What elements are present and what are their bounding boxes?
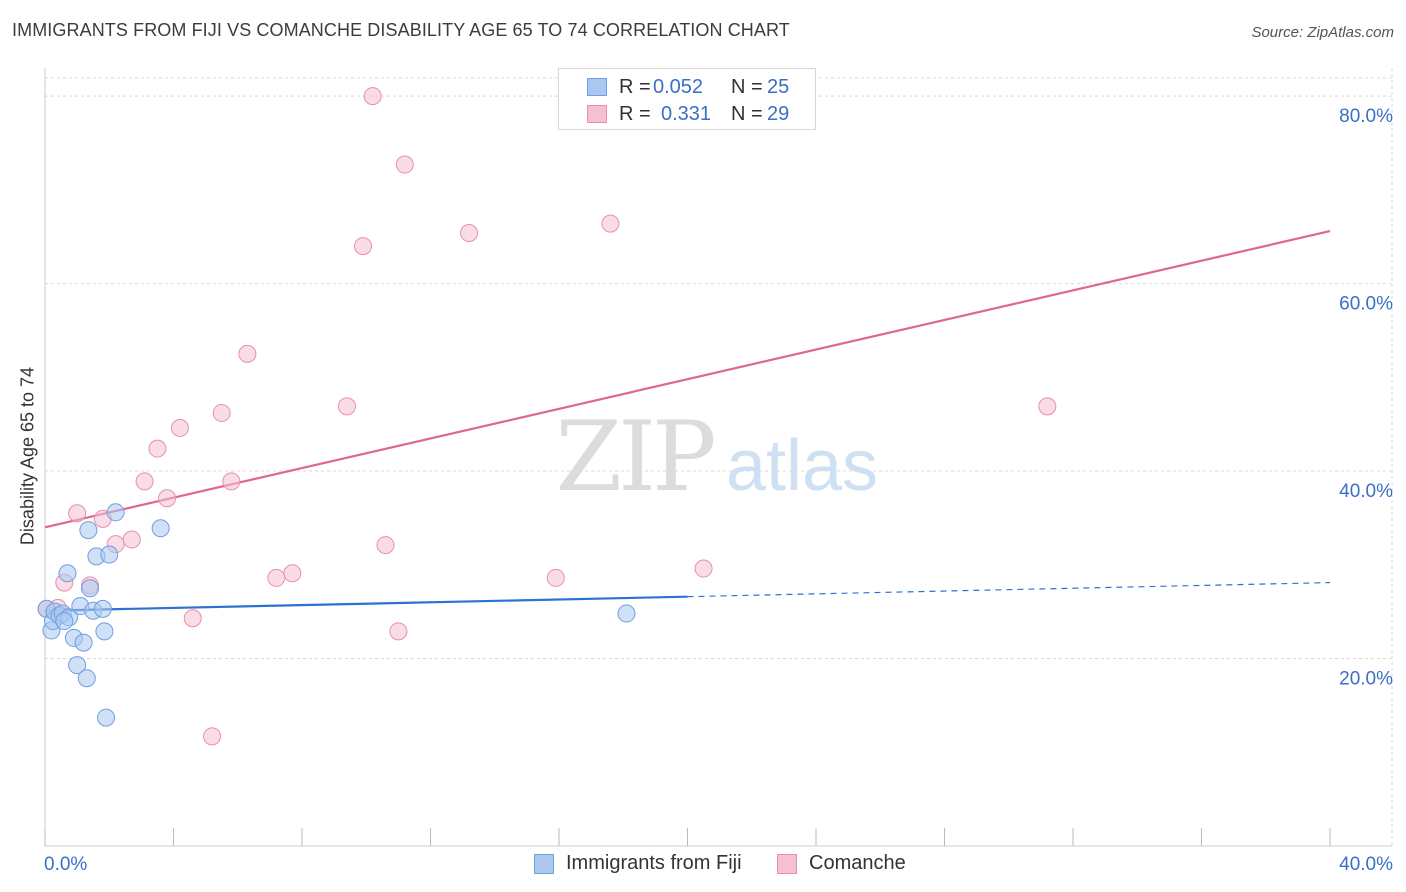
y-tick-label: 60.0%: [1339, 294, 1393, 315]
comanche-point: [337, 397, 356, 416]
comanche-point: [68, 504, 87, 523]
fiji-point: [55, 612, 74, 631]
fiji-point: [95, 622, 114, 641]
comanche-point: [203, 727, 222, 746]
watermark-atlas: atlas: [726, 426, 878, 506]
tick-labels: 20.0% 40.0% 60.0% 80.0% 0.0% 40.0%: [44, 106, 1393, 875]
comanche-point: [158, 489, 177, 508]
fiji-swatch: [587, 78, 607, 96]
comanche-point: [546, 568, 565, 587]
comanche-point: [222, 472, 241, 491]
comanche-point: [170, 418, 189, 437]
x-tick-label-max: 40.0%: [1339, 854, 1393, 875]
fiji-legend-swatch: [534, 853, 554, 874]
comanche-point: [238, 344, 257, 363]
comanche-point: [363, 87, 382, 106]
comanche-point: [212, 403, 231, 422]
fiji-point: [74, 633, 93, 652]
comanche-point: [354, 237, 373, 256]
y-tick-label: 20.0%: [1339, 669, 1393, 690]
watermark: ZIP atlas: [555, 401, 878, 513]
comanche-point: [601, 214, 620, 233]
fiji-point: [151, 519, 170, 538]
fiji-point: [100, 545, 119, 564]
fiji-n-value: 25: [767, 75, 790, 98]
comanche-n-label: N =: [731, 102, 763, 125]
data-points: [37, 87, 1057, 746]
grid-lines: [45, 68, 1393, 846]
fiji-legend-label: Immigrants from Fiji: [566, 852, 742, 874]
comanche-point: [1038, 397, 1057, 416]
y-tick-label: 80.0%: [1339, 106, 1393, 127]
fiji-point: [77, 669, 96, 688]
fiji-point: [68, 656, 87, 675]
comanche-point: [283, 564, 302, 583]
comanche-point: [148, 439, 167, 458]
comanche-legend-label: Comanche: [809, 852, 906, 874]
fiji-point: [79, 521, 98, 540]
fiji-r-value: 0.052: [653, 75, 704, 98]
fiji-point: [80, 579, 99, 598]
chart-title: IMMIGRANTS FROM FIJI VS COMANCHE DISABIL…: [12, 20, 790, 40]
bottom-legend-comanche: Comanche: [777, 852, 906, 875]
y-axis-label: Disability Age 65 to 74: [17, 366, 38, 546]
comanche-point: [395, 155, 414, 174]
fiji-r-label: R =: [619, 75, 651, 98]
comanche-n-value: 29: [767, 102, 790, 125]
comanche-r-label: R =: [619, 102, 651, 125]
comanche-trend-line: [44, 230, 1331, 529]
fiji-point: [617, 604, 636, 623]
fiji-trend-extension: [687, 582, 1331, 598]
fiji-point: [93, 599, 112, 618]
axes: [44, 68, 1392, 847]
bottom-legend-fiji: Immigrants from Fiji: [534, 852, 742, 875]
y-tick-label: 40.0%: [1339, 481, 1393, 502]
comanche-point: [694, 559, 713, 578]
trend-lines: [44, 230, 1331, 612]
comanche-swatch: [587, 105, 607, 123]
watermark-zip: ZIP: [555, 401, 714, 513]
x-tick-label-min: 0.0%: [44, 854, 87, 875]
comanche-point: [389, 622, 408, 641]
fiji-trend-line: [44, 595, 688, 612]
comanche-point: [460, 223, 479, 242]
comanche-point: [183, 609, 202, 628]
fiji-point: [106, 503, 125, 522]
comanche-r-value: 0.331: [661, 102, 712, 125]
fiji-point: [58, 564, 77, 583]
fiji-n-label: N =: [731, 75, 763, 98]
comanche-point: [267, 568, 286, 587]
source-credit: Source: ZipAtlas.com: [1251, 24, 1394, 41]
comanche-legend-swatch: [777, 853, 797, 874]
comanche-point: [122, 530, 141, 549]
correlation-legend: R = 0.052 N = 25 R = 0.331 N = 29: [558, 68, 816, 130]
comanche-point: [135, 472, 154, 491]
fiji-point: [97, 708, 116, 727]
comanche-point: [376, 536, 395, 555]
